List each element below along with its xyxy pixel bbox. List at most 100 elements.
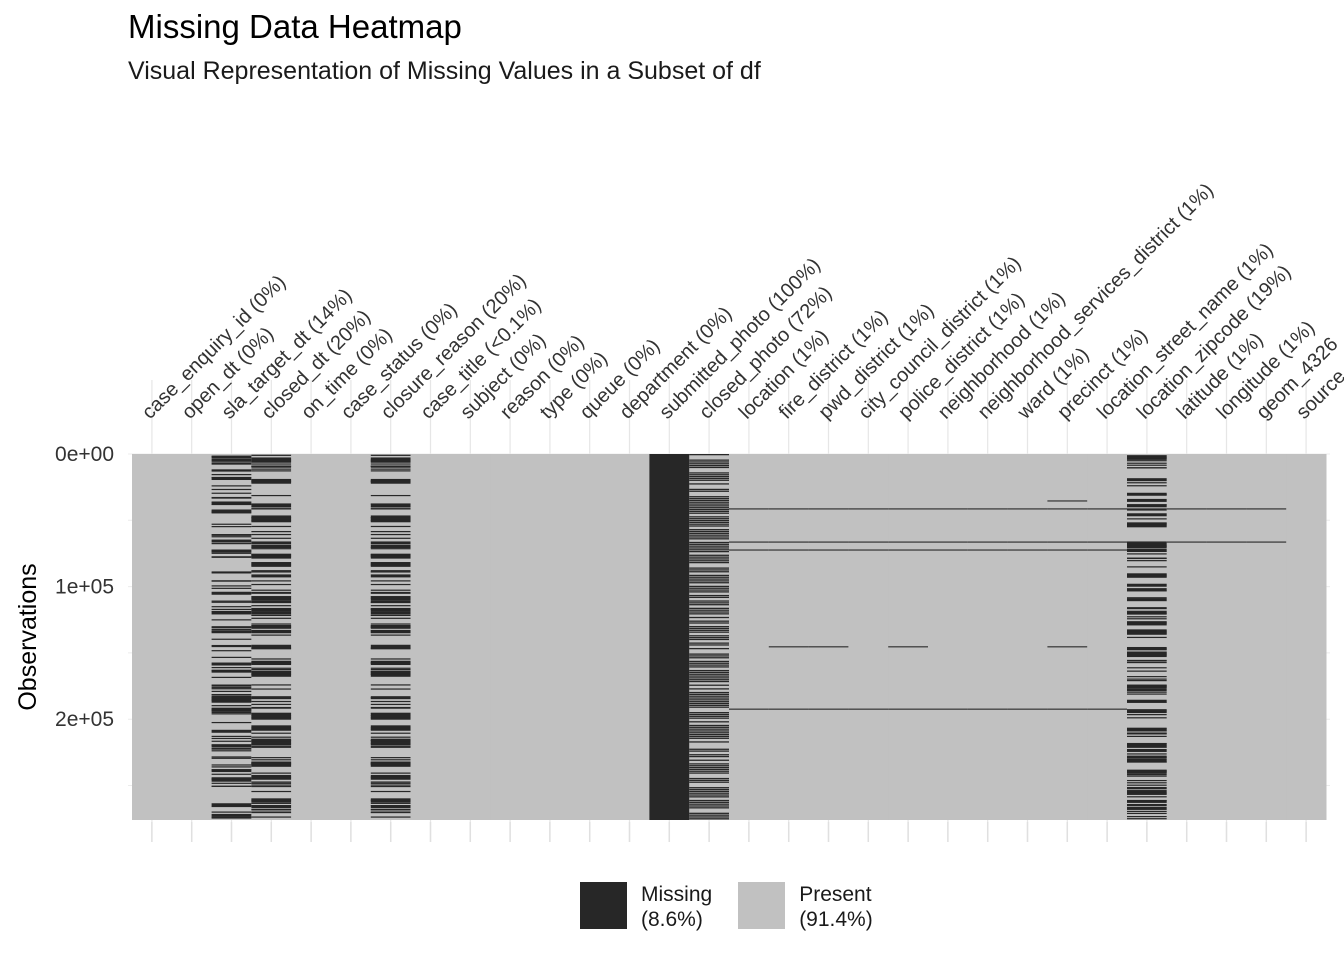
- cell-missing: [848, 508, 889, 510]
- cell-missing: [1127, 482, 1167, 484]
- cell-missing: [689, 538, 729, 540]
- cell-missing: [689, 594, 729, 597]
- cell-missing: [689, 779, 729, 782]
- cell-missing: [689, 587, 729, 589]
- cell-missing: [1127, 597, 1167, 599]
- cell-missing: [211, 496, 252, 499]
- cell-missing: [251, 799, 292, 803]
- cell-present-block: [848, 454, 889, 820]
- heatmap-column: [1087, 454, 1128, 820]
- cell-missing: [251, 506, 292, 508]
- cell-missing: [211, 735, 252, 738]
- cell-missing: [251, 457, 292, 459]
- cell-missing: [211, 811, 252, 813]
- cell-missing: [689, 715, 729, 717]
- cell-missing: [1127, 710, 1167, 714]
- cell-missing: [370, 707, 411, 709]
- heatmap-column: [808, 454, 849, 820]
- cell-missing: [1127, 573, 1167, 575]
- cell-missing: [251, 805, 292, 809]
- cell-missing: [689, 730, 729, 732]
- cell-present-block: [530, 454, 571, 820]
- cell-present-block: [450, 454, 491, 820]
- cell-missing: [251, 592, 292, 594]
- cell-missing: [689, 505, 729, 507]
- cell-missing: [1127, 455, 1167, 457]
- cell-missing: [211, 803, 252, 807]
- cell-missing: [251, 531, 292, 533]
- cell-missing: [1127, 714, 1167, 716]
- cell-missing: [689, 781, 729, 783]
- heatmap-column: [768, 454, 810, 820]
- cell-missing: [370, 624, 411, 627]
- heatmap-column: [1007, 454, 1048, 820]
- heatmap-column: [410, 454, 451, 820]
- cell-missing: [689, 558, 729, 560]
- heatmap-column: [331, 454, 372, 820]
- cell-missing: [211, 687, 252, 689]
- cell-missing: [211, 695, 252, 699]
- cell-missing: [689, 669, 729, 672]
- cell-missing: [888, 508, 929, 510]
- cell-missing: [1127, 504, 1167, 508]
- cell-missing: [251, 508, 292, 510]
- heatmap-column: [1127, 454, 1168, 820]
- cell-missing: [689, 627, 729, 630]
- heatmap-column: [132, 454, 173, 820]
- cell-missing: [211, 740, 252, 742]
- cell-missing: [1127, 607, 1167, 609]
- cell-missing: [251, 658, 292, 660]
- cell-missing: [370, 746, 411, 748]
- cell-present-block: [768, 454, 810, 820]
- cell-missing: [370, 688, 411, 690]
- cell-missing: [211, 769, 252, 771]
- cell-missing: [211, 543, 252, 545]
- cell-missing: [768, 646, 809, 648]
- cell-missing: [211, 644, 252, 647]
- cell-missing: [251, 661, 292, 663]
- cell-missing: [211, 645, 252, 648]
- cell-missing: [370, 470, 411, 472]
- cell-missing: [689, 750, 729, 752]
- cell-missing: [1127, 773, 1167, 776]
- cell-missing: [370, 541, 411, 545]
- cell-missing: [251, 688, 292, 690]
- cell-missing: [251, 571, 292, 573]
- cell-missing: [370, 663, 411, 666]
- cell-missing: [211, 501, 252, 503]
- cell-missing: [211, 534, 252, 536]
- cell-missing: [370, 816, 411, 818]
- cell-present-block: [370, 454, 412, 820]
- cell-missing: [689, 622, 729, 624]
- cell-missing: [689, 660, 729, 663]
- cell-missing: [689, 464, 729, 467]
- cell-missing: [689, 547, 729, 549]
- cell-missing: [251, 714, 292, 718]
- cell-missing: [370, 776, 411, 780]
- cell-missing: [211, 662, 252, 666]
- cell-missing: [689, 721, 729, 723]
- cell-missing: [1127, 761, 1167, 763]
- cell-missing: [1127, 758, 1167, 760]
- heatmap-column: [1047, 454, 1088, 820]
- cell-missing: [370, 611, 411, 615]
- cell-missing: [211, 501, 252, 505]
- cell-missing: [689, 724, 729, 727]
- cell-missing: [1127, 743, 1167, 747]
- cell-missing: [251, 772, 292, 774]
- cell-missing: [1127, 618, 1167, 620]
- cell-missing: [211, 630, 252, 634]
- cell-missing: [370, 647, 411, 649]
- cell-missing: [689, 574, 729, 577]
- chart-subtitle: Visual Representation of Missing Values …: [128, 57, 761, 85]
- cell-missing: [1127, 598, 1167, 602]
- cell-missing: [370, 644, 411, 648]
- cell-missing: [211, 756, 252, 758]
- legend-item-present: Present (91.4%): [738, 882, 873, 932]
- cell-missing: [1127, 818, 1167, 820]
- cell-missing: [251, 707, 292, 709]
- cell-missing: [1127, 770, 1167, 774]
- cell-missing: [689, 499, 729, 502]
- cell-missing: [1127, 467, 1167, 469]
- cell-missing: [251, 744, 292, 746]
